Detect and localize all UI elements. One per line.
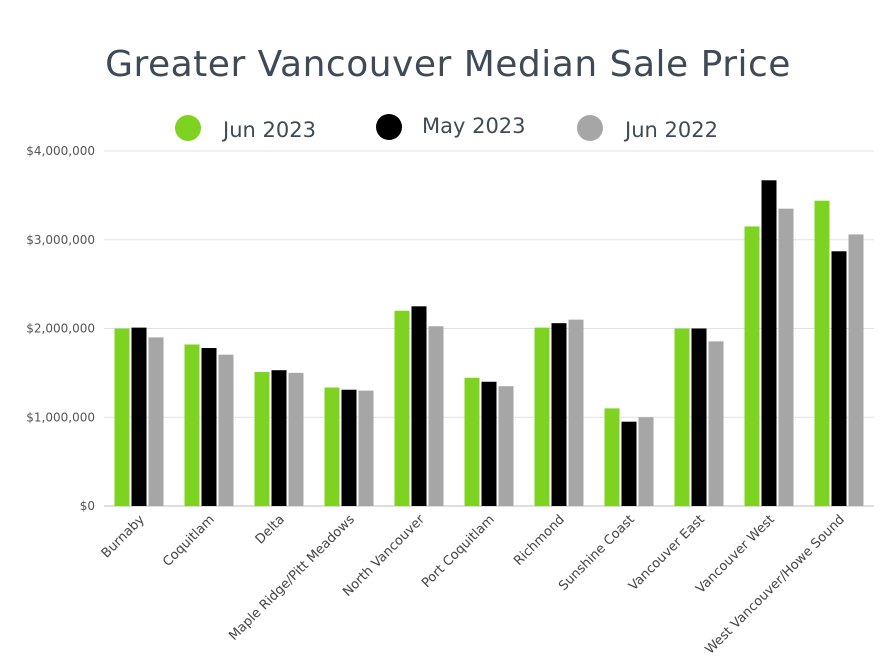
- x-tick-label: Port Coquitlam: [419, 512, 498, 591]
- y-tick-label: $1,000,000: [26, 410, 95, 424]
- legend-label-jun-2023: Jun 2023: [223, 118, 316, 142]
- x-tick-label: Maple Ridge/Pitt Meadows: [226, 512, 358, 644]
- bar-jun-2022: [848, 234, 864, 507]
- x-tick-label: West Vancouver/Howe Sound: [703, 512, 848, 657]
- bar-jun-2023: [254, 371, 270, 506]
- bar-jun-2022: [428, 326, 444, 506]
- bar-may-2023: [201, 348, 217, 506]
- bar-jun-2023: [464, 377, 480, 506]
- legend-item-may-2023: May 2023: [376, 114, 526, 140]
- bar-may-2023: [831, 251, 847, 506]
- bar-may-2023: [271, 370, 287, 506]
- x-tick-label: Richmond: [511, 512, 568, 569]
- legend-swatch-jun-2023: [175, 115, 201, 141]
- bar-jun-2022: [568, 319, 584, 506]
- legend-swatch-jun-2022: [577, 115, 603, 141]
- bar-may-2023: [621, 421, 637, 506]
- x-tick-label: Sunshine Coast: [556, 512, 638, 594]
- bar-jun-2023: [814, 200, 830, 506]
- bar-jun-2023: [324, 387, 340, 506]
- x-tick-label: Coquitlam: [160, 512, 218, 570]
- bar-jun-2023: [394, 310, 410, 506]
- bar-jun-2023: [744, 226, 760, 506]
- bar-jun-2023: [114, 328, 130, 506]
- bar-jun-2022: [708, 341, 724, 506]
- bar-jun-2022: [778, 208, 794, 506]
- legend-label-may-2023: May 2023: [422, 114, 526, 138]
- legend-item-jun-2022: Jun 2022: [577, 114, 718, 142]
- x-tick-label: Burnaby: [99, 512, 148, 561]
- bar-may-2023: [761, 180, 777, 506]
- chart-title: Greater Vancouver Median Sale Price: [105, 44, 791, 85]
- y-tick-label: $3,000,000: [26, 233, 95, 247]
- bar-jun-2022: [148, 337, 164, 506]
- bar-jun-2022: [358, 390, 374, 506]
- bar-may-2023: [341, 389, 357, 506]
- legend-label-jun-2022: Jun 2022: [625, 118, 718, 142]
- bar-may-2023: [551, 323, 567, 506]
- legend: Jun 2023 May 2023 Jun 2022: [0, 112, 896, 152]
- bar-may-2023: [411, 306, 427, 506]
- bar-may-2023: [131, 327, 147, 506]
- bar-jun-2022: [638, 417, 654, 506]
- legend-item-jun-2023: Jun 2023: [175, 114, 316, 142]
- bar-jun-2022: [498, 386, 514, 506]
- bar-jun-2022: [288, 372, 304, 506]
- x-tick-label: Delta: [253, 512, 288, 547]
- y-tick-label: $2,000,000: [26, 322, 95, 336]
- legend-swatch-may-2023: [376, 114, 402, 140]
- y-axis: $0 $1,000,000 $2,000,000 $3,000,000 $4,000,0…: [26, 144, 95, 513]
- bars: [114, 180, 864, 507]
- bar-jun-2023: [604, 408, 620, 506]
- bar-jun-2023: [534, 327, 550, 506]
- bar-may-2023: [481, 381, 497, 506]
- bar-jun-2022: [218, 354, 234, 506]
- bar-jun-2023: [184, 344, 200, 506]
- x-tick-label: Vancouver East: [626, 512, 708, 594]
- bar-may-2023: [691, 328, 707, 506]
- bar-jun-2023: [674, 328, 690, 506]
- y-tick-label: $0: [80, 499, 95, 513]
- y-tick-label: $4,000,000: [26, 144, 95, 158]
